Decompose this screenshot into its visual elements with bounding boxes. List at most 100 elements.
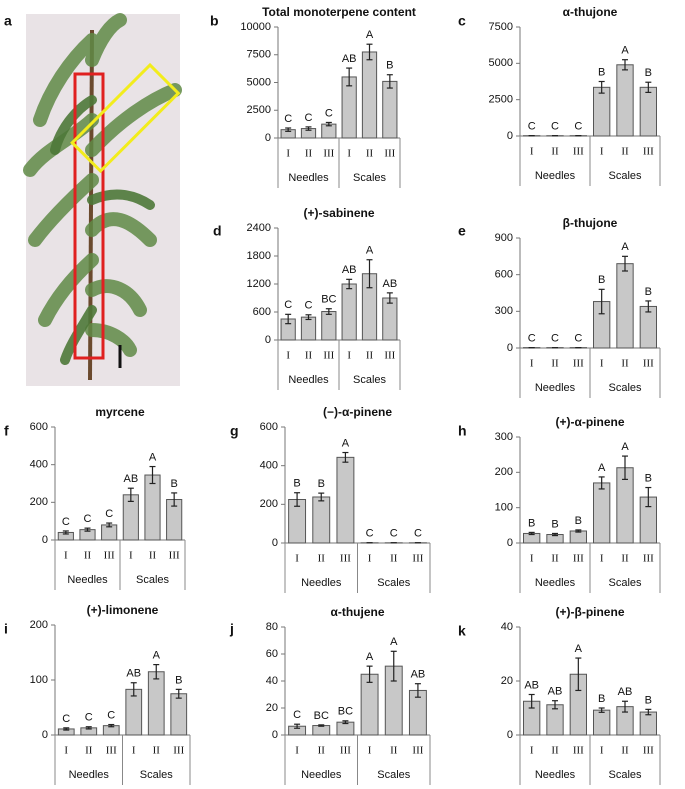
- significance-letter: C: [305, 300, 313, 312]
- x-tick-label: III: [104, 550, 115, 562]
- x-tick-label: III: [573, 146, 584, 158]
- chart-panel: h (+)-α-pinene 0 100 200 300 Needles Scales B I B I…: [458, 415, 661, 593]
- significance-letter: B: [645, 472, 652, 484]
- x-tick-label: I: [295, 745, 299, 757]
- chart-panel: c α-thujone 0 2500 5000 7500 Needles Scales C I C I…: [458, 5, 661, 186]
- significance-letter: C: [84, 513, 92, 525]
- bar: [639, 86, 658, 137]
- chart-panel: j α-thujene 0 20 40 60 80 Needles Scales C I BC II BC…: [229, 605, 431, 785]
- x-tick-label: I: [129, 550, 133, 562]
- chart-panel: b Total monoterpene content 0 2500 5000 7500 1…: [210, 5, 416, 188]
- x-tick-label: II: [621, 146, 629, 158]
- significance-letter: A: [621, 441, 629, 453]
- y-tick-label: 2400: [247, 222, 271, 234]
- y-tick-label: 300: [495, 431, 513, 443]
- y-tick-label: 100: [30, 674, 48, 686]
- significance-letter: A: [366, 245, 374, 257]
- chart-title: (+)-limonene: [87, 603, 159, 617]
- x-tick-label: I: [600, 553, 604, 565]
- chart-title: α-thujone: [563, 5, 618, 19]
- panel-letter: d: [213, 223, 222, 239]
- x-tick-label: II: [305, 350, 313, 362]
- x-tick-label: II: [366, 350, 374, 362]
- x-tick-label: II: [551, 146, 559, 158]
- significance-letter: B: [598, 66, 605, 78]
- significance-letter: AB: [618, 686, 633, 698]
- significance-letter: B: [598, 693, 605, 705]
- x-tick-label: II: [551, 745, 559, 757]
- x-tick-label: III: [323, 148, 334, 160]
- x-tick-label: I: [600, 358, 604, 370]
- x-tick-label: II: [390, 745, 398, 757]
- chart-title: (+)-sabinene: [303, 206, 374, 220]
- x-tick-label: III: [643, 358, 654, 370]
- x-tick-label: II: [85, 745, 93, 757]
- x-tick-label: III: [643, 146, 654, 158]
- y-tick-label: 7500: [489, 21, 513, 33]
- chart-panel: k (+)-β-pinene 0 20 40 Needles Scales AB I AB II A I…: [458, 605, 661, 785]
- x-tick-label: I: [295, 553, 299, 565]
- x-tick-label: II: [551, 358, 559, 370]
- significance-letter: A: [366, 651, 374, 663]
- bar: [321, 311, 337, 341]
- group-label: Needles: [288, 374, 329, 386]
- significance-letter: A: [149, 451, 157, 463]
- significance-letter: B: [170, 478, 177, 490]
- bar: [144, 474, 161, 541]
- x-tick-label: III: [573, 358, 584, 370]
- bar: [147, 671, 165, 736]
- panel-letter: g: [230, 423, 239, 439]
- chart-panel: i (+)-limonene 0 100 200 Needles Scales C I C II C I…: [4, 603, 191, 785]
- x-tick-label: II: [366, 148, 374, 160]
- y-tick-label: 0: [42, 729, 48, 741]
- x-tick-label: II: [84, 550, 92, 562]
- x-tick-label: I: [347, 350, 351, 362]
- significance-letter: B: [175, 674, 182, 686]
- group-label: Needles: [301, 769, 342, 781]
- significance-letter: A: [598, 462, 606, 474]
- group-label: Scales: [353, 172, 387, 184]
- significance-letter: C: [528, 333, 536, 345]
- significance-letter: C: [528, 121, 536, 133]
- significance-letter: B: [645, 694, 652, 706]
- group-label: Scales: [608, 382, 642, 394]
- y-tick-label: 20: [501, 675, 513, 687]
- y-tick-label: 600: [260, 421, 278, 433]
- x-tick-label: II: [390, 553, 398, 565]
- significance-letter: B: [318, 478, 325, 490]
- y-tick-label: 5000: [247, 76, 271, 88]
- group-label: Needles: [288, 172, 329, 184]
- significance-letter: C: [284, 113, 292, 125]
- chart-title: (−)-α-pinene: [323, 405, 392, 419]
- significance-letter: A: [575, 643, 583, 655]
- y-tick-label: 200: [30, 619, 48, 631]
- chart-title: myrcene: [95, 405, 145, 419]
- bar: [336, 456, 355, 544]
- significance-letter: AB: [342, 53, 357, 65]
- group-label: Scales: [608, 769, 642, 781]
- group-label: Scales: [140, 769, 174, 781]
- y-tick-label: 400: [260, 460, 278, 472]
- significance-letter: C: [414, 528, 422, 540]
- significance-letter: C: [284, 299, 292, 311]
- y-tick-label: 200: [260, 498, 278, 510]
- significance-letter: A: [390, 636, 398, 648]
- x-tick-label: II: [551, 553, 559, 565]
- x-tick-label: I: [530, 146, 534, 158]
- significance-letter: A: [621, 241, 629, 253]
- group-label: Scales: [353, 374, 387, 386]
- x-tick-label: I: [368, 745, 372, 757]
- x-tick-label: III: [412, 553, 423, 565]
- x-tick-label: II: [318, 553, 326, 565]
- x-tick-label: I: [600, 146, 604, 158]
- y-tick-label: 100: [495, 502, 513, 514]
- x-tick-label: III: [573, 745, 584, 757]
- y-tick-label: 0: [42, 534, 48, 546]
- y-tick-label: 200: [30, 496, 48, 508]
- significance-letter: AB: [382, 278, 397, 290]
- x-tick-label: I: [64, 745, 68, 757]
- x-tick-label: III: [643, 553, 654, 565]
- significance-letter: B: [645, 67, 652, 79]
- x-tick-label: II: [149, 550, 157, 562]
